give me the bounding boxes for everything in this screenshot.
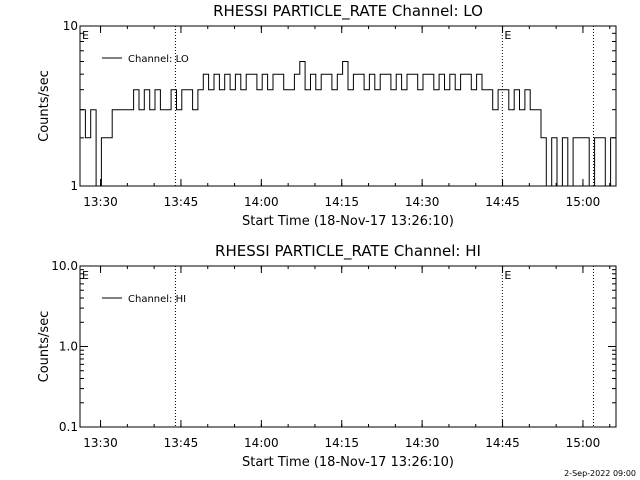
x-axis-label: Start Time (18-Nov-17 13:26:10) — [242, 455, 454, 470]
y-tick-label: 1.0 — [59, 340, 78, 354]
y-tick-label: 10 — [63, 19, 78, 33]
chart-panel-2: RHESSI PARTICLE_RATE Channel: HI 0.1 1.0 10… — [37, 242, 617, 470]
y-axis-label: Counts/sec — [37, 70, 52, 142]
y-tick-label: 1 — [70, 179, 78, 193]
x-tick-label: 14:45 — [485, 195, 520, 209]
legend-label: Channel: LO — [128, 54, 189, 65]
x-tick-label: 14:15 — [324, 195, 359, 209]
event-marker-label: E — [82, 29, 89, 42]
series-line — [80, 61, 616, 187]
plot-frame — [79, 265, 617, 428]
x-tick-label: 15:00 — [566, 195, 601, 209]
event-marker-label: E — [82, 269, 89, 282]
x-axis-label: Start Time (18-Nov-17 13:26:10) — [242, 214, 454, 229]
y-tick-label: 0.1 — [59, 420, 78, 434]
x-tick-label: 13:45 — [164, 436, 199, 450]
x-tick-label: 13:30 — [83, 436, 118, 450]
y-tick-label: 10.0 — [51, 259, 78, 273]
chart-title: RHESSI PARTICLE_RATE Channel: HI — [215, 242, 481, 261]
x-tick-label: 13:45 — [164, 195, 199, 209]
event-marker-label: E — [504, 269, 511, 282]
legend-label: Channel: HI — [128, 294, 186, 305]
x-tick-label: 14:30 — [405, 195, 440, 209]
x-tick-label: 14:15 — [324, 436, 359, 450]
y-axis-label: Counts/sec — [37, 311, 52, 383]
chart-title: RHESSI PARTICLE_RATE Channel: LO — [213, 2, 483, 21]
x-tick-label: 14:30 — [405, 436, 440, 450]
plot-frame — [79, 25, 617, 187]
chart-panel-1: RHESSI PARTICLE_RATE Channel: LO 1 10 Count… — [37, 2, 617, 229]
x-tick-label: 14:45 — [485, 436, 520, 450]
generation-timestamp: 2-Sep-2022 09:00 — [564, 469, 636, 478]
x-tick-label: 14:00 — [244, 195, 279, 209]
x-tick-label: 15:00 — [566, 436, 601, 450]
x-tick-label: 14:00 — [244, 436, 279, 450]
x-tick-label: 13:30 — [83, 195, 118, 209]
event-marker-label: E — [504, 29, 511, 42]
